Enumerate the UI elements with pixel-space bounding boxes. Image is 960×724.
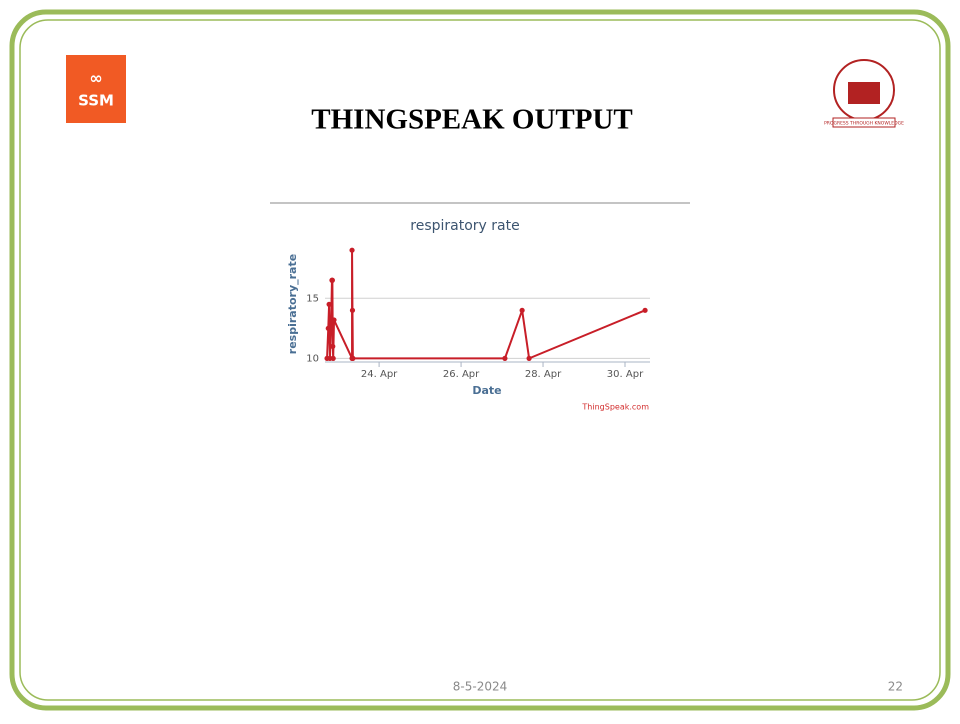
slide-date: 8-5-2024: [453, 680, 507, 694]
x-tick-label: 24. Apr: [361, 369, 398, 380]
data-point: [330, 343, 336, 349]
anna-logo-banner: [832, 117, 896, 128]
chart-credit: ThingSpeak.com: [581, 403, 649, 412]
ssm-logo-symbol: ∞: [89, 69, 102, 88]
anna-logo-motto: PROGRESS THROUGH KNOWLEDGE: [824, 121, 904, 127]
data-point: [526, 355, 532, 361]
data-point: [329, 277, 335, 283]
x-tick-label: 28. Apr: [525, 369, 562, 380]
x-tick-label: 30. Apr: [607, 369, 644, 380]
data-point: [502, 355, 508, 361]
ssm-logo: [66, 55, 126, 123]
y-axis-label: respiratory_rate: [286, 254, 299, 354]
slide-number: 22: [888, 680, 903, 694]
slide-title: THINGSPEAK OUTPUT: [311, 104, 632, 136]
data-point: [330, 355, 336, 361]
data-point: [331, 317, 337, 323]
data-line: [326, 250, 646, 360]
data-point: [349, 247, 355, 253]
slide-border: [9, 9, 951, 711]
y-tick-label: 10: [306, 353, 319, 364]
data-point: [519, 307, 525, 313]
chart-title: respiratory rate: [410, 218, 519, 234]
data-point: [350, 355, 356, 361]
anna-logo-emblem: [848, 82, 880, 104]
data-point: [326, 301, 332, 307]
ssm-logo-text: SSM: [78, 92, 114, 110]
data-point: [349, 307, 356, 313]
slide-border-inner: [19, 19, 941, 701]
data-point: [642, 307, 648, 313]
x-axis-label: Date: [472, 384, 501, 397]
data-point: [325, 325, 331, 331]
x-tick-label: 26. Apr: [443, 369, 480, 380]
y-tick-label: 15: [306, 293, 319, 304]
